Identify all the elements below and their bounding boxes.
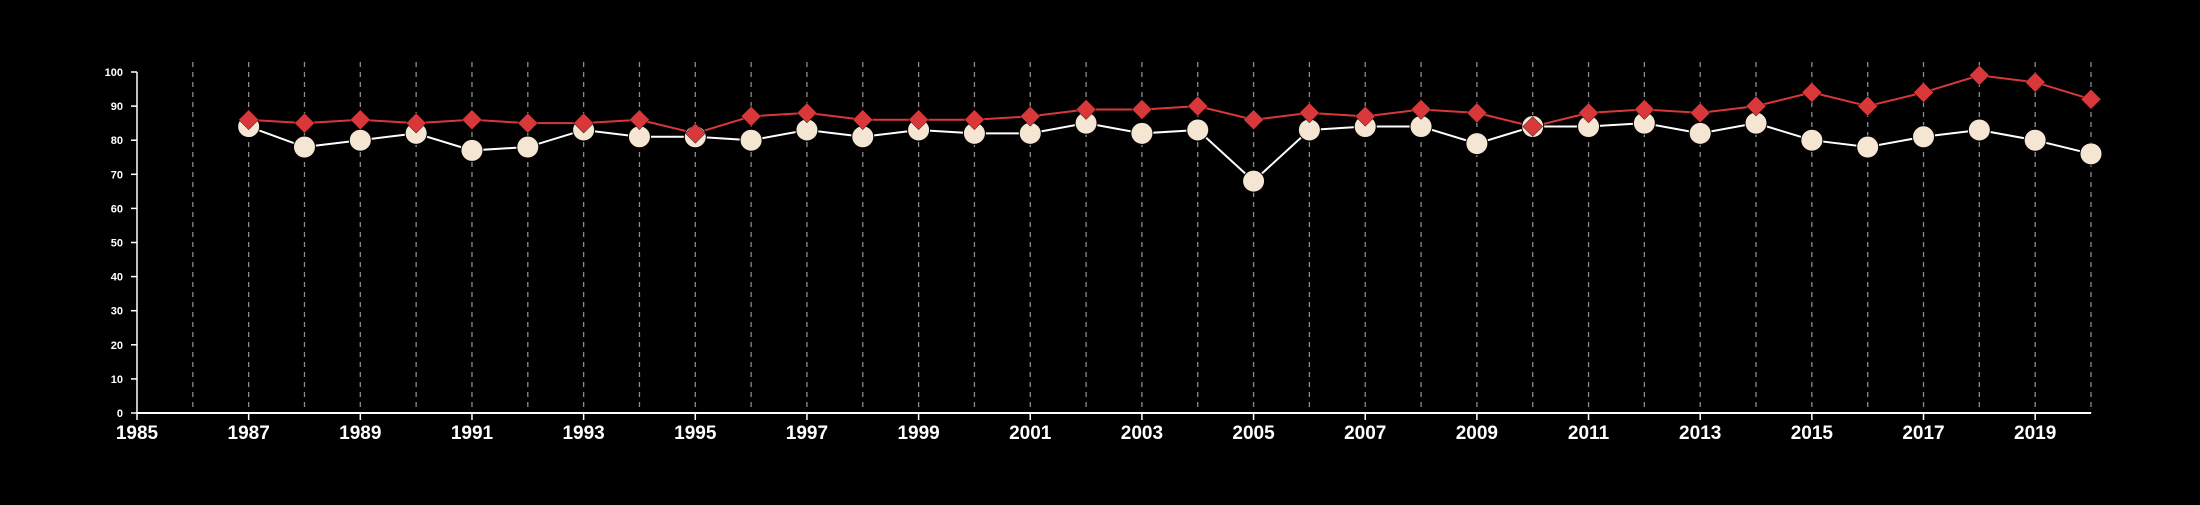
x-tick-label-2013: 2013 bbox=[1679, 423, 1721, 444]
point-diamond-2002 bbox=[1075, 99, 1097, 120]
x-tick-label-2011: 2011 bbox=[1568, 423, 1610, 444]
y-tick-label-30: 30 bbox=[111, 306, 123, 318]
point-circle-1992 bbox=[516, 135, 540, 159]
point-diamond-2020 bbox=[2080, 88, 2102, 110]
point-circle-1989 bbox=[348, 128, 372, 152]
point-diamond-2004 bbox=[1187, 95, 1209, 117]
point-diamond-1991 bbox=[461, 109, 483, 131]
point-circle-2009 bbox=[1465, 132, 1489, 156]
point-diamond-1990 bbox=[405, 112, 427, 134]
point-diamond-2003 bbox=[1131, 99, 1153, 120]
point-diamond-2013 bbox=[1689, 102, 1711, 124]
point-diamond-1999 bbox=[908, 109, 929, 131]
x-tick-label-1989: 1989 bbox=[339, 423, 381, 444]
x-tick-label-1999: 1999 bbox=[897, 423, 939, 444]
y-tick-label-40: 40 bbox=[111, 272, 123, 284]
point-circle-2015 bbox=[1800, 128, 1824, 152]
point-diamond-1992 bbox=[517, 112, 539, 134]
point-diamond-2010 bbox=[1522, 116, 1544, 137]
y-tick-label-10: 10 bbox=[111, 374, 123, 386]
point-diamond-2012 bbox=[1634, 99, 1655, 120]
x-tick-label-1995: 1995 bbox=[674, 423, 717, 444]
point-circle-2017 bbox=[1912, 125, 1936, 149]
point-diamond-2017 bbox=[1913, 82, 1934, 103]
y-tick-label-100: 100 bbox=[105, 67, 123, 79]
x-tick-label-2009: 2009 bbox=[1456, 423, 1498, 444]
x-tick-label-2001: 2001 bbox=[1009, 423, 1052, 444]
point-circle-1988 bbox=[292, 135, 316, 159]
point-diamond-2015 bbox=[1801, 82, 1823, 103]
y-tick-label-50: 50 bbox=[111, 238, 123, 250]
point-diamond-1995 bbox=[684, 123, 706, 144]
series-line-diamond bbox=[248, 74, 2092, 135]
point-diamond-2014 bbox=[1745, 95, 1767, 117]
y-tick-label-0: 0 bbox=[117, 408, 123, 420]
y-tick-label-20: 20 bbox=[111, 340, 123, 352]
point-diamond-2000 bbox=[964, 109, 985, 131]
x-tick-label-2015: 2015 bbox=[1791, 423, 1834, 444]
point-diamond-1989 bbox=[349, 109, 371, 131]
x-tick-label-1985: 1985 bbox=[116, 423, 159, 444]
point-circle-2020 bbox=[2079, 142, 2103, 166]
point-circle-1996 bbox=[739, 128, 763, 152]
point-diamond-2008 bbox=[1410, 99, 1432, 120]
x-tick-label-1987: 1987 bbox=[228, 423, 270, 444]
point-diamond-2019 bbox=[2024, 71, 2046, 93]
point-circle-2019 bbox=[2023, 128, 2047, 152]
x-tick-label-2017: 2017 bbox=[1902, 423, 1944, 444]
point-diamond-2016 bbox=[1857, 95, 1879, 117]
point-diamond-2011 bbox=[1578, 102, 1599, 124]
point-diamond-1998 bbox=[852, 109, 874, 131]
point-diamond-2007 bbox=[1354, 105, 1376, 127]
y-tick-label-90: 90 bbox=[111, 101, 123, 113]
point-circle-2004 bbox=[1186, 118, 1210, 142]
x-tick-label-2019: 2019 bbox=[2014, 423, 2056, 444]
x-tick-label-2003: 2003 bbox=[1121, 423, 1163, 444]
point-diamond-2009 bbox=[1466, 102, 1488, 124]
y-tick-label-60: 60 bbox=[111, 203, 123, 215]
point-circle-2016 bbox=[1856, 135, 1880, 159]
series-line-circle bbox=[248, 122, 2092, 183]
point-diamond-1994 bbox=[629, 109, 650, 131]
point-circle-2013 bbox=[1688, 121, 1712, 145]
y-tick-label-70: 70 bbox=[111, 169, 123, 181]
point-circle-2003 bbox=[1130, 121, 1154, 145]
point-circle-1991 bbox=[460, 138, 484, 162]
point-diamond-1987 bbox=[238, 109, 260, 131]
point-diamond-1988 bbox=[294, 112, 315, 134]
point-diamond-2001 bbox=[1019, 105, 1041, 127]
x-tick-label-1991: 1991 bbox=[451, 423, 494, 444]
y-tick-label-80: 80 bbox=[111, 135, 123, 147]
x-tick-label-2005: 2005 bbox=[1232, 423, 1275, 444]
x-tick-label-1993: 1993 bbox=[562, 423, 604, 444]
x-tick-label-2007: 2007 bbox=[1344, 423, 1386, 444]
x-tick-label-1997: 1997 bbox=[786, 423, 828, 444]
point-diamond-2018 bbox=[1968, 65, 1990, 86]
point-diamond-1997 bbox=[796, 102, 818, 124]
point-diamond-2006 bbox=[1299, 102, 1320, 124]
point-diamond-1996 bbox=[740, 105, 762, 127]
point-diamond-1993 bbox=[573, 112, 594, 134]
point-circle-2005 bbox=[1242, 169, 1266, 193]
point-circle-2018 bbox=[1967, 118, 1991, 142]
point-diamond-2005 bbox=[1243, 109, 1264, 131]
